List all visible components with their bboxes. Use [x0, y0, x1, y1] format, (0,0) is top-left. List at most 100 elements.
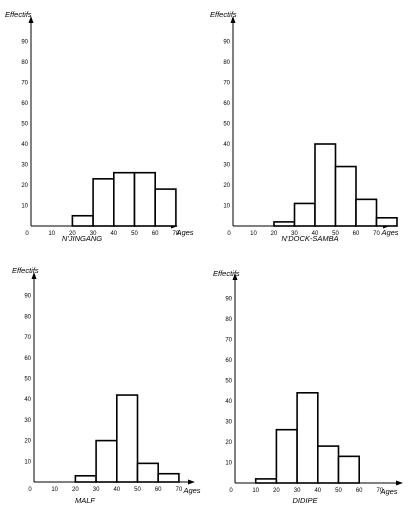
y-tick-label: 40	[223, 142, 230, 148]
chart-panel-4: 10 20 30 40 50 60 70 80 90 0 10 20 30 40 50 60 70 Effecti…	[213, 269, 403, 505]
y-axis-label: Effectifs	[210, 10, 237, 19]
x-tick-label: 10	[252, 488, 259, 494]
y-tick-label: 30	[24, 418, 31, 424]
x-tick-label: 10	[250, 231, 257, 237]
x-axis-label: Ages	[182, 486, 200, 495]
y-tick-label: 60	[24, 356, 31, 362]
y-tick-label: 70	[225, 338, 232, 344]
x-tick-label: 70	[373, 231, 380, 237]
x-tick-label: 20	[271, 231, 278, 237]
chart-title: N'JINGANG	[62, 234, 102, 243]
y-axis-arrow	[232, 273, 238, 280]
y-tick-label: 20	[24, 439, 31, 445]
x-tick-label: 40	[113, 487, 120, 493]
x-tick-label: 20	[273, 488, 280, 494]
x-tick-label: 70	[377, 488, 384, 494]
y-tick-label: 20	[223, 183, 230, 189]
chart-title: N'DOCK-SAMBA	[281, 234, 338, 243]
x-tick-label: 30	[93, 487, 100, 493]
y-tick-label: 90	[223, 40, 230, 46]
x-tick-label: 0	[25, 231, 29, 237]
chart-title: DIDIPE	[292, 496, 318, 505]
histogram-bar	[74, 474, 97, 483]
histogram-bar	[157, 472, 180, 483]
y-tick-label: 40	[21, 142, 28, 148]
x-tick-label: 0	[28, 487, 32, 493]
x-tick-label: 40	[312, 231, 319, 237]
x-tick-label: 20	[72, 487, 79, 493]
histogram-bar	[316, 445, 340, 484]
x-tick-label: 50	[335, 488, 342, 494]
histogram-bar	[136, 462, 160, 483]
x-tick-label: 20	[69, 231, 76, 237]
y-axis-label: Effectifs	[12, 266, 39, 275]
histogram-bar	[296, 391, 319, 484]
x-tick-label: 30	[291, 231, 298, 237]
x-tick-label: 40	[110, 231, 117, 237]
chart-title: MALF	[75, 496, 95, 505]
x-tick-label: 0	[227, 231, 231, 237]
histogram-bar	[314, 143, 337, 227]
y-axis-label: Effectifs	[5, 10, 32, 19]
histogram-bar	[275, 428, 298, 484]
x-tick-label: 10	[51, 487, 58, 493]
histogram-bar	[133, 171, 157, 227]
histogram-bar	[334, 165, 357, 227]
y-axis-label: Effectifs	[213, 269, 240, 278]
histogram-bar	[71, 214, 94, 227]
y-tick-label: 40	[24, 397, 31, 403]
x-axis-arrow	[396, 480, 403, 486]
histogram-bar	[113, 171, 136, 227]
histogram-bar	[337, 455, 361, 484]
y-tick-label: 10	[223, 204, 230, 210]
y-tick-label: 10	[24, 459, 31, 465]
y-axis-arrow	[28, 16, 34, 23]
chart-panel-1: 10 20 30 40 50 60 70 80 90 0 10 20 30 40 50 60 70 Effecti…	[5, 10, 194, 243]
histogram-bar	[116, 394, 139, 483]
y-tick-label: 70	[223, 81, 230, 87]
x-axis-label: Ages	[379, 487, 397, 496]
x-tick-label: 70	[176, 487, 183, 493]
y-tick-label: 10	[225, 461, 232, 467]
y-tick-label: 50	[225, 379, 232, 385]
y-tick-label: 80	[24, 314, 31, 320]
chart-panel-3: 10 20 30 40 50 60 70 80 90 0 10 20 30 40 50 60 70 Effecti…	[12, 266, 201, 505]
x-axis-arrow	[188, 479, 195, 485]
y-tick-label: 60	[225, 358, 232, 364]
x-tick-label: 70	[173, 231, 180, 237]
x-tick-label: 10	[48, 231, 55, 237]
histogram-bar	[254, 478, 278, 484]
x-tick-label: 60	[353, 231, 360, 237]
y-tick-label: 80	[225, 317, 232, 323]
y-tick-label: 90	[21, 40, 28, 46]
histogram-bar	[355, 198, 378, 227]
histogram-bar	[293, 202, 316, 227]
x-tick-label: 60	[356, 488, 363, 494]
y-tick-label: 50	[223, 122, 230, 128]
x-axis-label: Ages	[175, 228, 193, 237]
chart-panel-2: 10 20 30 40 50 60 70 80 90 0 10 20 30 40 50 60 70 Effecti…	[210, 10, 399, 243]
y-tick-label: 70	[21, 81, 28, 87]
y-tick-label: 20	[225, 440, 232, 446]
y-tick-label: 60	[223, 101, 230, 107]
y-tick-label: 30	[223, 163, 230, 169]
histogram-bar	[92, 178, 115, 227]
y-tick-label: 70	[24, 335, 31, 341]
histogram-bar	[154, 188, 177, 227]
x-tick-label: 30	[294, 488, 301, 494]
x-axis-label: Ages	[380, 228, 398, 237]
y-tick-label: 90	[24, 294, 31, 300]
x-tick-label: 60	[152, 231, 159, 237]
y-tick-label: 50	[21, 122, 28, 128]
histogram-bar	[375, 217, 398, 227]
histogram-bar	[273, 221, 296, 227]
y-tick-label: 20	[21, 183, 28, 189]
histogram-bar	[95, 439, 118, 483]
y-tick-label: 80	[223, 60, 230, 66]
x-tick-label: 60	[155, 487, 162, 493]
y-tick-label: 40	[225, 399, 232, 405]
x-tick-label: 50	[332, 231, 339, 237]
x-tick-label: 50	[134, 487, 141, 493]
y-tick-label: 10	[21, 204, 28, 210]
